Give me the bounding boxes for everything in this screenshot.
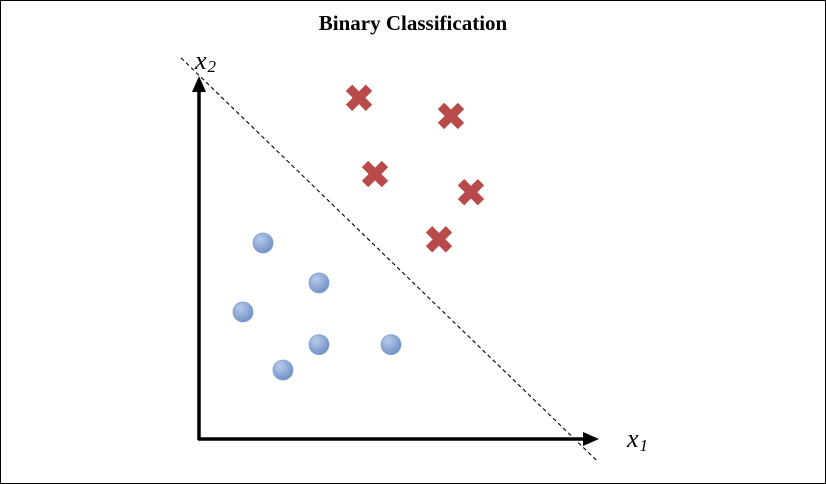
circle-point-2 bbox=[232, 301, 254, 323]
cross-point-3 bbox=[361, 160, 389, 188]
circle-point-1 bbox=[252, 232, 274, 254]
x-axis-arrowhead bbox=[583, 432, 599, 446]
cross-point-5 bbox=[425, 226, 453, 253]
circle-point-4 bbox=[272, 359, 294, 381]
cross-point-4 bbox=[457, 178, 485, 206]
circle-point-5 bbox=[308, 334, 330, 356]
cross-point-2 bbox=[437, 102, 465, 130]
cross-point-1 bbox=[345, 84, 373, 111]
circle-point-6 bbox=[380, 334, 402, 356]
circle-point-3 bbox=[308, 272, 330, 294]
y-axis-arrowhead bbox=[192, 76, 206, 92]
chart-title: Binary Classification bbox=[318, 11, 508, 35]
data-points bbox=[232, 84, 485, 381]
decision-boundary-line bbox=[180, 57, 598, 462]
y-axis-label: x2 bbox=[194, 46, 217, 76]
x-axis-label: x1 bbox=[626, 424, 648, 455]
